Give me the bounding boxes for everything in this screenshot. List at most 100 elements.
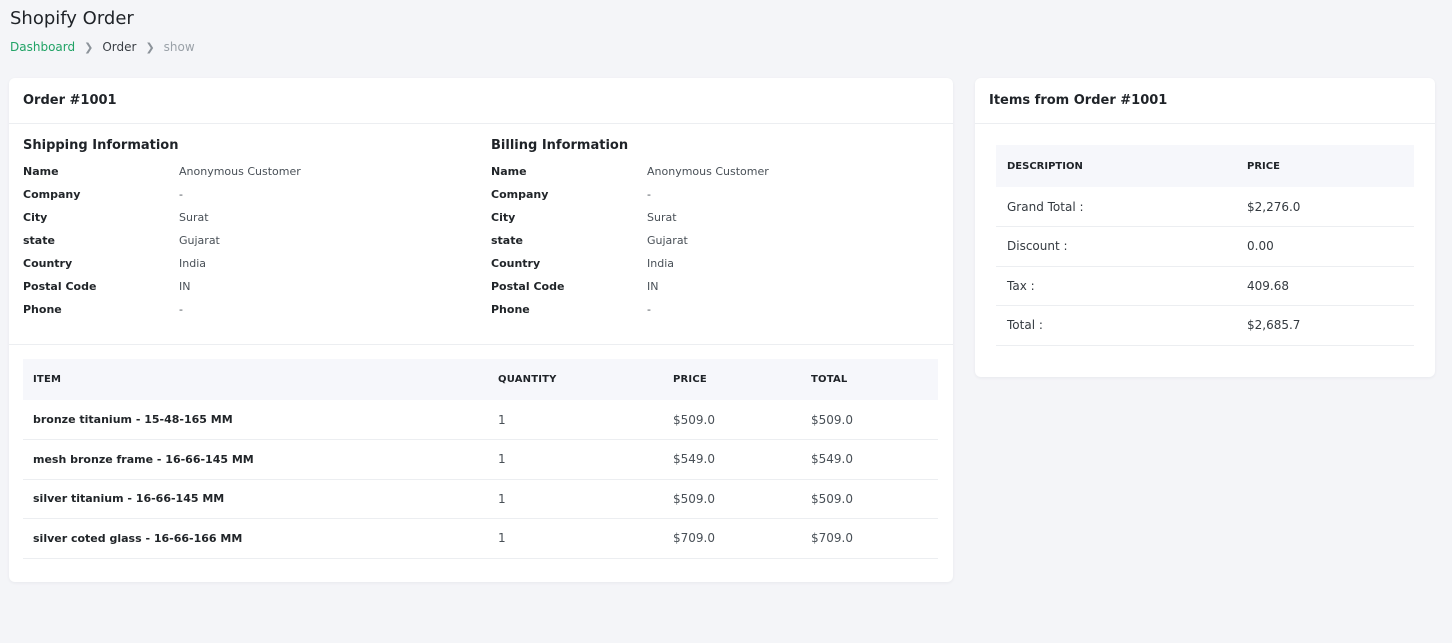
- summary-price: $2,276.0: [1236, 187, 1414, 227]
- item-name: bronze titanium - 15-48-165 MM: [23, 400, 488, 440]
- field-label: Country: [23, 257, 73, 270]
- field-label: Postal Code: [491, 280, 565, 293]
- chevron-right-icon: ❯: [84, 40, 94, 54]
- breadcrumb-current: show: [163, 40, 195, 54]
- column-header-total: TOTAL: [811, 374, 848, 385]
- chevron-right-icon: ❯: [145, 40, 155, 54]
- field-value: IN: [179, 280, 191, 293]
- breadcrumb: Dashboard ❯ Order ❯ show: [10, 40, 195, 54]
- shipping-information: Shipping Information Name Anonymous Custo…: [23, 138, 463, 321]
- field-value: Surat: [179, 211, 209, 224]
- field-value: India: [647, 257, 674, 270]
- order-summary-table: DESCRIPTION PRICE Grand Total : $2,276.0…: [996, 145, 1414, 346]
- field-label: state: [491, 234, 523, 247]
- field-value: Anonymous Customer: [179, 165, 301, 178]
- table-row: Discount : 0.00: [996, 226, 1414, 267]
- field-value: IN: [647, 280, 659, 293]
- billing-row-country: Country India: [491, 252, 931, 275]
- field-label: state: [23, 234, 55, 247]
- billing-row-postal-code: Postal Code IN: [491, 275, 931, 298]
- field-value: India: [179, 257, 206, 270]
- table-row: silver titanium - 16-66-145 MM 1 $509.0 …: [23, 479, 938, 519]
- field-value: -: [179, 303, 183, 316]
- item-price: $709.0: [663, 518, 801, 559]
- table-row: mesh bronze frame - 16-66-145 MM 1 $549.…: [23, 439, 938, 480]
- column-header-price: PRICE: [673, 374, 707, 385]
- table-header-row: ITEM QUANTITY PRICE TOTAL: [23, 359, 938, 400]
- summary-price: 0.00: [1236, 226, 1414, 267]
- shipping-row-postal-code: Postal Code IN: [23, 275, 463, 298]
- billing-row-state: state Gujarat: [491, 229, 931, 252]
- field-value: -: [179, 188, 183, 201]
- column-header-item: ITEM: [33, 374, 62, 385]
- item-price: $509.0: [663, 479, 801, 519]
- table-row: bronze titanium - 15-48-165 MM 1 $509.0 …: [23, 400, 938, 440]
- item-total: $709.0: [801, 518, 938, 559]
- item-quantity: 1: [488, 518, 663, 559]
- summary-description: Tax :: [996, 266, 1236, 306]
- shipping-row-city: City Surat: [23, 206, 463, 229]
- item-price: $509.0: [663, 400, 801, 440]
- billing-row-company: Company -: [491, 183, 931, 206]
- table-header-row: DESCRIPTION PRICE: [996, 145, 1414, 187]
- order-card: Order #1001 Shipping Information Name Ano…: [9, 78, 953, 582]
- field-value: Gujarat: [647, 234, 688, 247]
- summary-description: Discount :: [996, 226, 1236, 267]
- field-value: -: [647, 188, 651, 201]
- field-label: Name: [491, 165, 527, 178]
- field-value: Surat: [647, 211, 677, 224]
- section-divider: [9, 344, 953, 345]
- field-label: Company: [23, 188, 81, 201]
- shipping-row-state: state Gujarat: [23, 229, 463, 252]
- table-row: Tax : 409.68: [996, 266, 1414, 306]
- item-total: $509.0: [801, 400, 938, 440]
- billing-row-name: Name Anonymous Customer: [491, 160, 931, 183]
- summary-description: Grand Total :: [996, 187, 1236, 227]
- field-value: -: [647, 303, 651, 316]
- table-row: Total : $2,685.7: [996, 305, 1414, 346]
- field-label: Country: [491, 257, 541, 270]
- item-total: $509.0: [801, 479, 938, 519]
- item-name: silver titanium - 16-66-145 MM: [23, 479, 488, 519]
- field-value: Anonymous Customer: [647, 165, 769, 178]
- breadcrumb-order[interactable]: Order: [102, 40, 137, 54]
- field-label: Company: [491, 188, 549, 201]
- billing-information: Billing Information Name Anonymous Custom…: [491, 138, 931, 321]
- field-label: Phone: [491, 303, 530, 316]
- field-label: Phone: [23, 303, 62, 316]
- order-summary-card: Items from Order #1001 DESCRIPTION PRICE…: [975, 78, 1435, 377]
- field-value: Gujarat: [179, 234, 220, 247]
- page-title: Shopify Order: [10, 8, 134, 29]
- shipping-row-name: Name Anonymous Customer: [23, 160, 463, 183]
- shipping-row-phone: Phone -: [23, 298, 463, 321]
- order-card-title: Order #1001: [9, 78, 953, 124]
- table-row: Grand Total : $2,276.0: [996, 187, 1414, 227]
- breadcrumb-dashboard-link[interactable]: Dashboard: [10, 40, 76, 54]
- field-label: City: [23, 211, 48, 224]
- shipping-row-country: Country India: [23, 252, 463, 275]
- column-header-price: PRICE: [1247, 160, 1280, 172]
- item-name: silver coted glass - 16-66-166 MM: [23, 518, 488, 559]
- summary-price: 409.68: [1236, 266, 1414, 306]
- item-quantity: 1: [488, 479, 663, 519]
- item-total: $549.0: [801, 439, 938, 480]
- summary-price: $2,685.7: [1236, 305, 1414, 346]
- field-label: Name: [23, 165, 59, 178]
- column-header-quantity: QUANTITY: [498, 374, 557, 385]
- item-quantity: 1: [488, 439, 663, 480]
- billing-row-phone: Phone -: [491, 298, 931, 321]
- billing-title: Billing Information: [491, 138, 629, 153]
- summary-description: Total :: [996, 305, 1236, 346]
- item-quantity: 1: [488, 400, 663, 440]
- field-label: City: [491, 211, 516, 224]
- item-price: $549.0: [663, 439, 801, 480]
- order-summary-title: Items from Order #1001: [975, 78, 1435, 124]
- table-row: silver coted glass - 16-66-166 MM 1 $709…: [23, 518, 938, 559]
- field-label: Postal Code: [23, 280, 97, 293]
- billing-row-city: City Surat: [491, 206, 931, 229]
- shipping-row-company: Company -: [23, 183, 463, 206]
- order-items-table: ITEM QUANTITY PRICE TOTAL bronze titaniu…: [23, 359, 938, 559]
- column-header-description: DESCRIPTION: [1007, 160, 1083, 172]
- item-name: mesh bronze frame - 16-66-145 MM: [23, 439, 488, 480]
- shipping-title: Shipping Information: [23, 138, 179, 153]
